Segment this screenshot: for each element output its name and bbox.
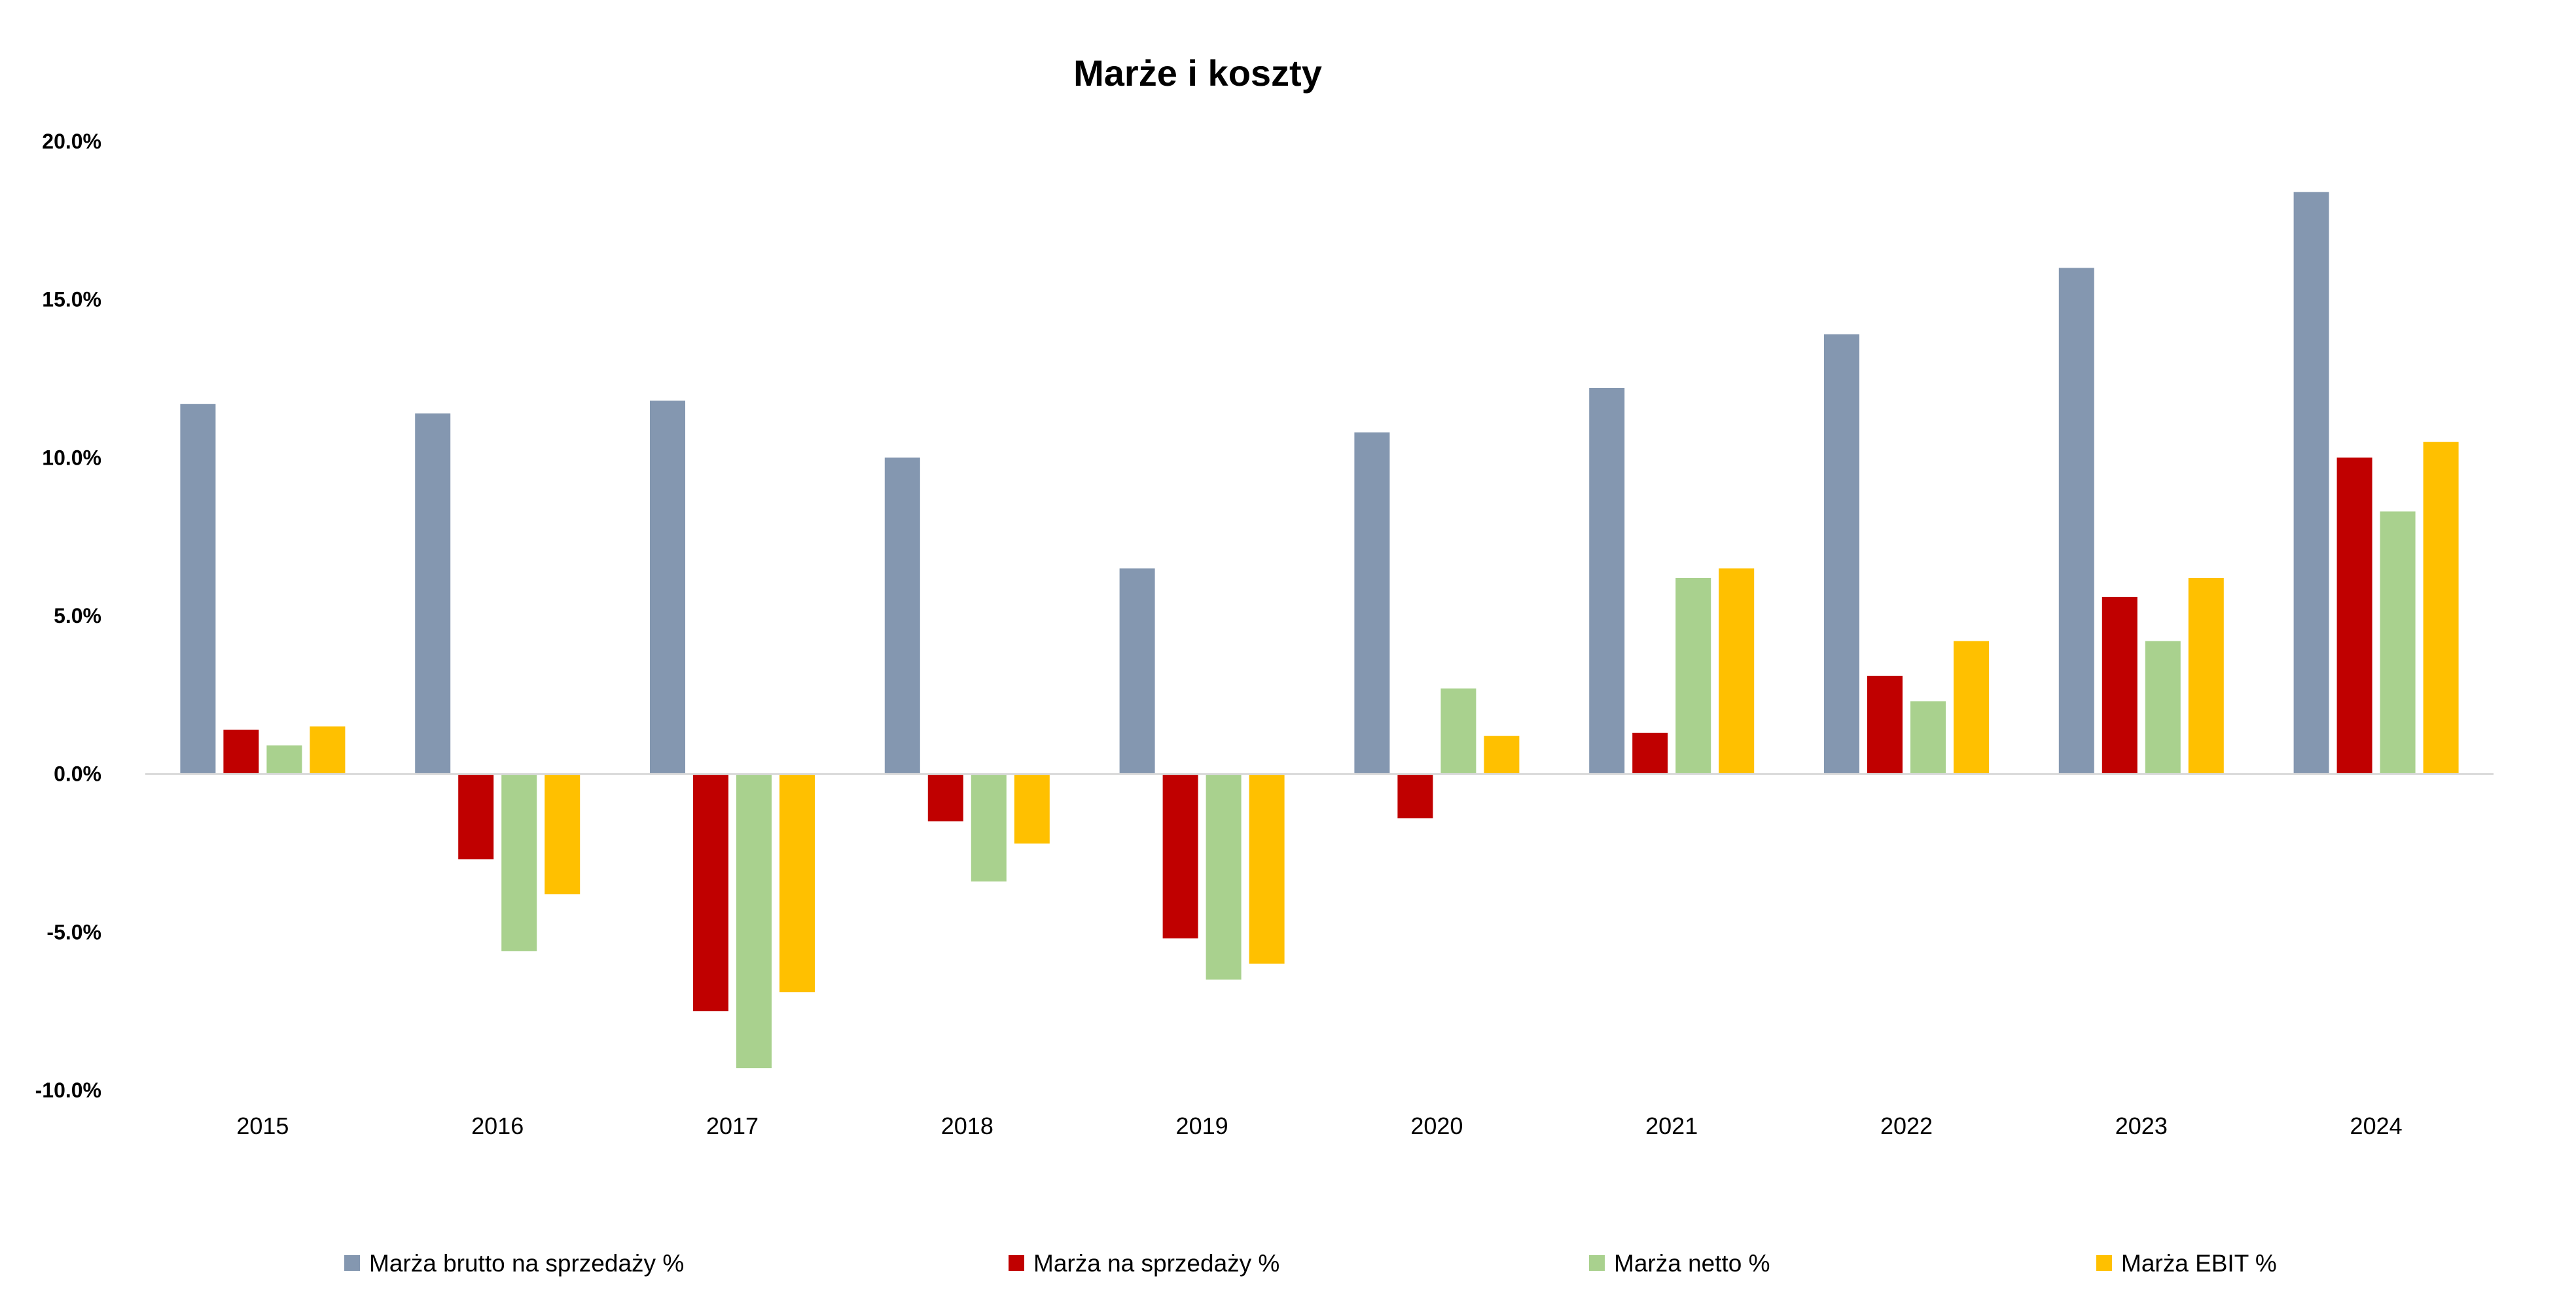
y-tick-label: 15.0% <box>42 288 101 311</box>
y-tick-label: 20.0% <box>42 130 101 153</box>
legend-item: Marża EBIT % <box>2096 1250 2277 1277</box>
legend-swatch <box>2096 1255 2112 1271</box>
bar-2021-series-1 <box>1589 388 1625 774</box>
bar-2023-series-4 <box>2188 578 2224 774</box>
bar-2016-series-3 <box>501 774 537 951</box>
x-tick-label: 2019 <box>1176 1112 1228 1139</box>
x-tick-label: 2016 <box>471 1112 524 1139</box>
bar-2021-series-4 <box>1719 568 1755 774</box>
bars <box>180 192 2459 1069</box>
y-tick-label: -5.0% <box>46 920 101 944</box>
x-tick-label: 2020 <box>1410 1112 1463 1139</box>
bar-2023-series-2 <box>2102 597 2138 774</box>
y-tick-label: 10.0% <box>42 446 101 469</box>
legend-label: Marża EBIT % <box>2121 1250 2277 1277</box>
y-tick-label: 0.0% <box>54 762 101 786</box>
bar-2024-series-4 <box>2423 442 2459 774</box>
x-tick-label: 2023 <box>2115 1112 2168 1139</box>
bar-2022-series-4 <box>1954 641 1989 774</box>
x-tick-label: 2015 <box>236 1112 289 1139</box>
bar-2016-series-2 <box>458 774 494 860</box>
bar-2021-series-3 <box>1675 578 1711 774</box>
x-tick-label: 2018 <box>941 1112 993 1139</box>
legend-item: Marża na sprzedaży % <box>1009 1250 1279 1277</box>
bar-2020-series-1 <box>1354 432 1390 774</box>
bar-2017-series-2 <box>693 774 728 1012</box>
bar-2015-series-1 <box>180 404 216 774</box>
x-tick-label: 2024 <box>2350 1112 2403 1139</box>
bar-2017-series-1 <box>650 400 685 774</box>
legend-item: Marża brutto na sprzedaży % <box>344 1250 684 1277</box>
bar-2017-series-3 <box>736 774 772 1069</box>
bar-2018-series-2 <box>927 774 963 822</box>
bar-2020-series-3 <box>1440 688 1476 774</box>
legend-label: Marża netto % <box>1614 1250 1770 1277</box>
bar-2018-series-3 <box>971 774 1007 881</box>
legend: Marża brutto na sprzedaży % Marża na sprz… <box>344 1250 2277 1277</box>
bar-2022-series-2 <box>1867 675 1903 774</box>
bar-2024-series-2 <box>2336 457 2372 774</box>
bar-2016-series-1 <box>415 413 451 774</box>
legend-label: Marża na sprzedaży % <box>1033 1250 1279 1277</box>
y-tick-label: -10.0% <box>35 1078 101 1102</box>
bar-2019-series-4 <box>1249 774 1285 964</box>
bar-2015-series-2 <box>223 730 259 774</box>
legend-swatch <box>1589 1255 1605 1271</box>
bar-2015-series-4 <box>310 726 346 774</box>
bar-2020-series-2 <box>1397 774 1433 819</box>
bar-2022-series-3 <box>1910 701 1946 774</box>
bar-2022-series-1 <box>1824 334 1859 774</box>
legend-item: Marża netto % <box>1589 1250 1770 1277</box>
bar-2015-series-3 <box>266 745 302 774</box>
bar-2024-series-1 <box>2293 192 2329 774</box>
bar-2023-series-1 <box>2058 268 2094 774</box>
y-axis-ticks: 20.0% 15.0% 10.0% 5.0% 0.0% -5.0% -10.0% <box>35 130 101 1102</box>
chart-title: Marże i koszty <box>1073 52 1322 94</box>
x-tick-label: 2017 <box>706 1112 759 1139</box>
x-axis-ticks: 2015 2016 2017 2018 2019 2020 2021 2022 2023 2024 <box>236 1112 2402 1139</box>
y-tick-label: 5.0% <box>54 604 101 628</box>
legend-swatch <box>344 1255 360 1271</box>
bar-2019-series-2 <box>1162 774 1198 938</box>
bar-2020-series-4 <box>1484 736 1520 774</box>
bar-2016-series-4 <box>545 774 581 895</box>
legend-label: Marża brutto na sprzedaży % <box>369 1250 684 1277</box>
bar-2023-series-3 <box>2145 641 2181 774</box>
bar-2021-series-2 <box>1632 732 1668 774</box>
bar-2019-series-3 <box>1206 774 1242 980</box>
bar-2024-series-3 <box>2380 511 2416 774</box>
legend-swatch <box>1009 1255 1024 1271</box>
bar-2017-series-4 <box>779 774 815 993</box>
bar-2019-series-1 <box>1119 568 1155 774</box>
x-tick-label: 2022 <box>1880 1112 1933 1139</box>
x-tick-label: 2021 <box>1645 1112 1698 1139</box>
bar-2018-series-1 <box>884 457 920 774</box>
bar-2018-series-4 <box>1014 774 1050 844</box>
